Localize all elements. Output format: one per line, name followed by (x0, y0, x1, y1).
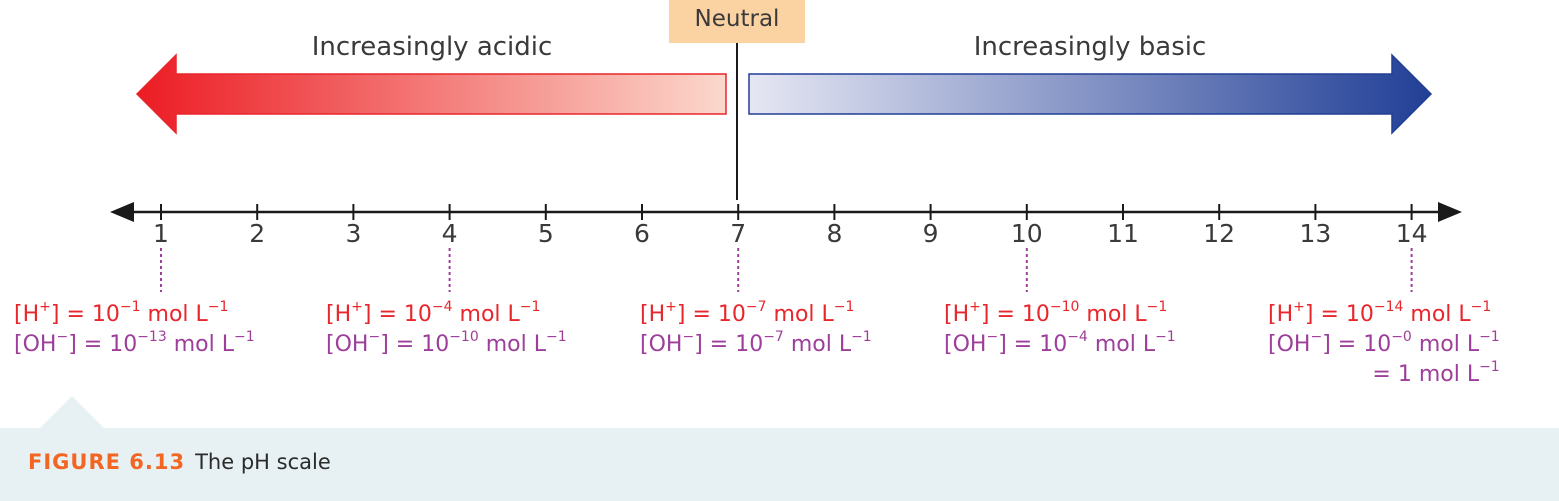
ph-tick-label-12: 12 (1203, 219, 1235, 248)
ph-tick-label-14: 14 (1396, 219, 1428, 248)
neutral-label: Neutral (695, 6, 780, 32)
oh-concentration: [OH−] = 10−7 mol L−1 (640, 329, 872, 357)
h-concentration: [H+] = 10−14 mol L−1 (1268, 299, 1492, 327)
ph-tick-label-4: 4 (442, 219, 458, 248)
oh-concentration: [OH−] = 10−0 mol L−1 (1268, 329, 1500, 357)
h-concentration: [H+] = 10−10 mol L−1 (944, 299, 1168, 327)
concentration-ph-1: [H+] = 10−1 mol L−1 [OH−] = 10−13 mol L−… (14, 300, 255, 360)
basic-label: Increasingly basic (974, 32, 1207, 62)
figure-title: The pH scale (195, 450, 331, 474)
concentration-ph-7: [H+] = 10−7 mol L−1 [OH−] = 10−7 mol L−1 (640, 300, 872, 360)
ph-tick-label-9: 9 (923, 219, 939, 248)
oh-equals-one: = 1 mol L−1 (1372, 359, 1500, 387)
ph-tick-label-6: 6 (634, 219, 650, 248)
h-concentration: [H+] = 10−4 mol L−1 (326, 299, 541, 327)
ph-tick-label-3: 3 (345, 219, 361, 248)
concentration-ph-14: [H+] = 10−14 mol L−1 [OH−] = 10−0 mol L−… (1268, 300, 1500, 390)
h-concentration: [H+] = 10−7 mol L−1 (640, 299, 855, 327)
figure-label: FIGURE 6.13 (28, 450, 186, 474)
neutral-label-box (669, 0, 805, 43)
acidic-arrow (135, 53, 727, 135)
ph-tick-label-1: 1 (153, 219, 169, 248)
oh-concentration: [OH−] = 10−4 mol L−1 (944, 329, 1176, 357)
ph-tick-label-11: 11 (1107, 219, 1139, 248)
h-concentration: [H+] = 10−1 mol L−1 (14, 299, 229, 327)
ph-tick-label-8: 8 (826, 219, 842, 248)
oh-concentration: [OH−] = 10−10 mol L−1 (326, 329, 567, 357)
ph-tick-label-5: 5 (538, 219, 554, 248)
acidic-label: Increasingly acidic (312, 32, 553, 62)
concentration-ph-10: [H+] = 10−10 mol L−1 [OH−] = 10−4 mol L−… (944, 300, 1176, 360)
figure-caption: FIGURE 6.13 The pH scale (28, 450, 331, 474)
ph-ticks: 1 2 3 4 5 6 7 8 9 10 11 12 13 14 (153, 204, 1428, 248)
ph-tick-label-7: 7 (730, 219, 746, 248)
ph-guides (160, 248, 1413, 292)
oh-concentration: [OH−] = 10−13 mol L−1 (14, 329, 255, 357)
ph-tick-label-2: 2 (249, 219, 265, 248)
number-line-right-arrowhead (1438, 202, 1462, 222)
ph-tick-label-10: 10 (1011, 219, 1043, 248)
number-line-left-arrowhead (110, 202, 134, 222)
caption-bar (0, 428, 1559, 501)
basic-arrow (748, 53, 1433, 135)
concentration-ph-4: [H+] = 10−4 mol L−1 [OH−] = 10−10 mol L−… (326, 300, 567, 360)
ph-tick-label-13: 13 (1299, 219, 1331, 248)
caption-notch (40, 396, 104, 428)
